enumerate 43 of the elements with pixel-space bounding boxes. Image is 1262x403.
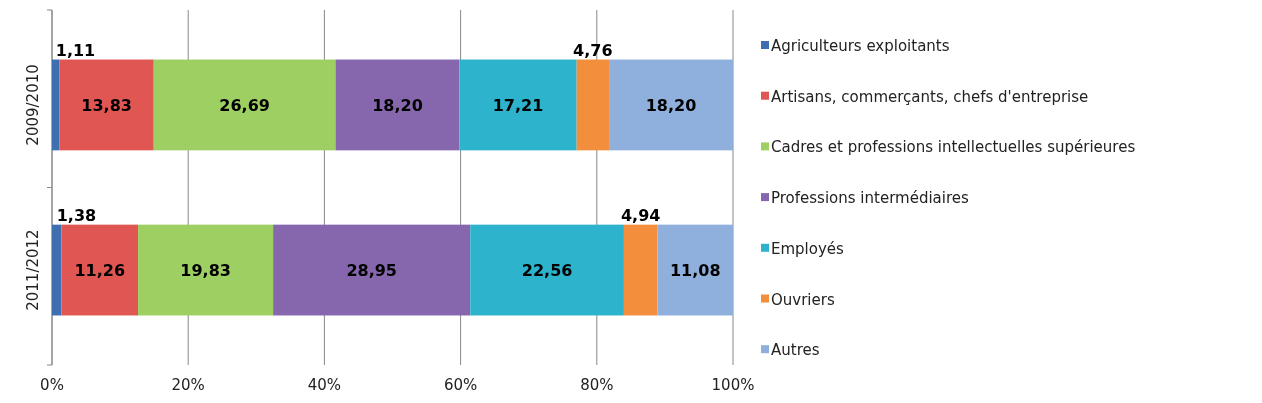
bar (153, 59, 336, 151)
x-tick-label: 0% (40, 376, 64, 394)
bar (335, 59, 460, 151)
y-tick-label: 2009/2010 (24, 64, 42, 146)
data-label: 17,21 (492, 95, 544, 115)
bar (59, 59, 154, 151)
bar (657, 224, 733, 316)
x-tick-label: 80% (580, 376, 614, 394)
data-label: 11,26 (74, 261, 126, 281)
data-label: 13,83 (81, 95, 132, 115)
bar (470, 224, 624, 316)
data-label: 4,76 (573, 40, 613, 60)
x-tick-label: 20% (171, 376, 205, 394)
legend-label: Cadres et professions intellectuelles supérieures (771, 138, 1136, 157)
legend-label: Agriculteurs exploitants (771, 37, 950, 55)
bar (273, 224, 471, 316)
data-label: 26,69 (219, 95, 270, 115)
data-label: 11,08 (669, 261, 721, 281)
data-label: 18,20 (645, 95, 697, 115)
x-tick-label: 100% (711, 376, 755, 394)
data-label: 28,95 (346, 261, 397, 281)
bar (459, 59, 577, 151)
bar (138, 224, 274, 316)
data-label: 1,38 (56, 205, 97, 225)
bar (609, 59, 733, 151)
legend-label: Employés (771, 239, 845, 258)
legend-label: Professions intermédiaires (771, 189, 970, 208)
bar (52, 59, 60, 151)
data-label: 4,94 (620, 205, 661, 225)
legend-label: Artisans, commerçants, chefs d'entreprise (771, 87, 1089, 106)
bar (576, 59, 610, 151)
y-tick-label: 2011/2012 (24, 229, 42, 311)
data-label: 19,83 (180, 261, 231, 281)
bar (623, 224, 658, 316)
x-tick-label: 40% (307, 376, 342, 394)
data-label: 18,20 (372, 95, 423, 115)
data-label: 1,11 (55, 40, 96, 60)
legend-label: Autres (771, 341, 820, 360)
x-tick-label: 60% (443, 376, 478, 394)
legend-label: Ouvriers (771, 290, 835, 309)
data-label: 22,56 (521, 261, 573, 281)
bar (52, 224, 62, 316)
bar (61, 224, 139, 316)
